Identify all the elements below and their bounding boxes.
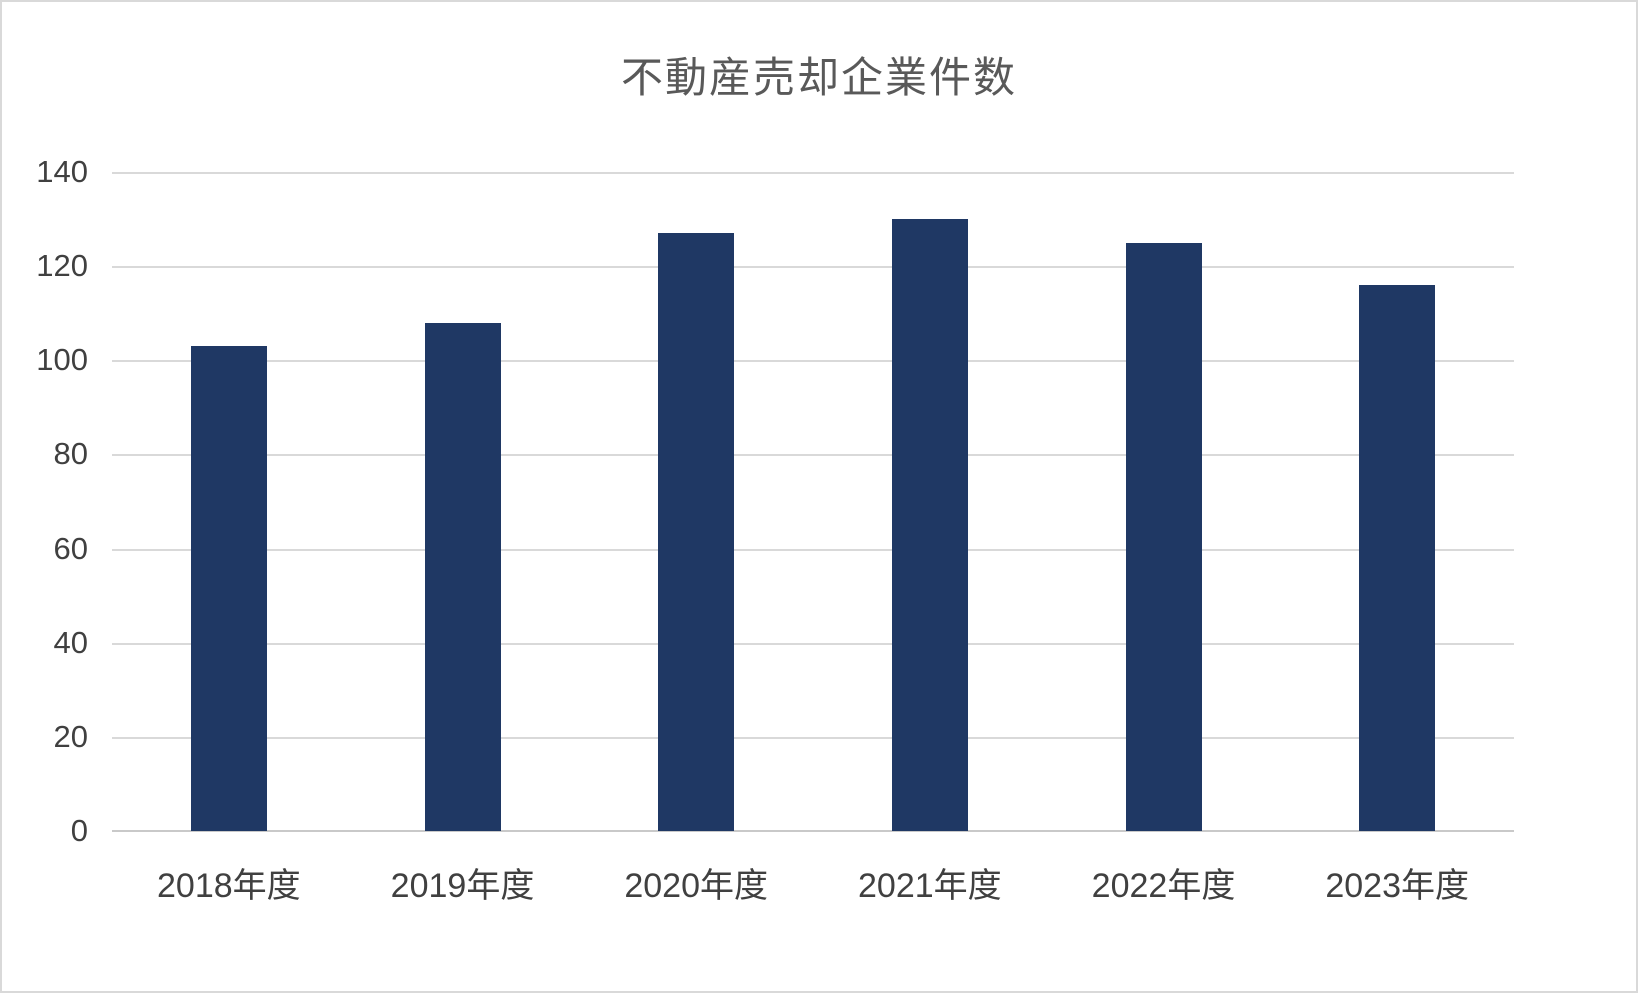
gridline <box>112 360 1514 363</box>
gridline <box>112 548 1514 551</box>
gridline <box>112 642 1514 645</box>
y-tick-label: 140 <box>36 154 88 189</box>
bar-2020年度 <box>658 233 735 831</box>
x-tick-label: 2021年度 <box>858 867 1002 905</box>
y-tick-label: 0 <box>70 813 88 848</box>
bar-2022年度 <box>1125 242 1202 831</box>
y-axis: 0 20 40 60 80 100 120 140 <box>2 154 92 848</box>
x-tick-label: 2022年度 <box>1091 867 1236 905</box>
bar-2021年度 <box>891 219 968 831</box>
gridline <box>112 172 1514 174</box>
gridline <box>112 736 1514 739</box>
y-tick-label: 80 <box>53 436 88 472</box>
y-tick-label: 60 <box>53 530 88 566</box>
y-tick-label: 100 <box>36 342 88 378</box>
x-tick-label: 2023年度 <box>1325 867 1469 905</box>
bar-2023年度 <box>1359 284 1436 831</box>
y-tick-label: 120 <box>36 248 88 284</box>
y-tick-label: 40 <box>53 624 88 660</box>
bar-2018年度 <box>190 346 267 831</box>
plot-area <box>112 172 1514 832</box>
y-tick-label: 20 <box>53 718 88 754</box>
gridline <box>112 266 1514 269</box>
chart-title: 不動産売却企業件数 <box>620 54 1017 101</box>
x-axis-line <box>112 830 1514 832</box>
gridline <box>112 454 1514 457</box>
x-tick-label: 2019年度 <box>390 867 535 905</box>
x-tick-label: 2020年度 <box>624 867 768 905</box>
x-axis: 2018年度 2019年度 2020年度 2021年度 2022年度 2023年度 <box>112 858 1514 918</box>
bar-2019年度 <box>424 322 501 831</box>
x-tick-label: 2018年度 <box>157 867 301 905</box>
